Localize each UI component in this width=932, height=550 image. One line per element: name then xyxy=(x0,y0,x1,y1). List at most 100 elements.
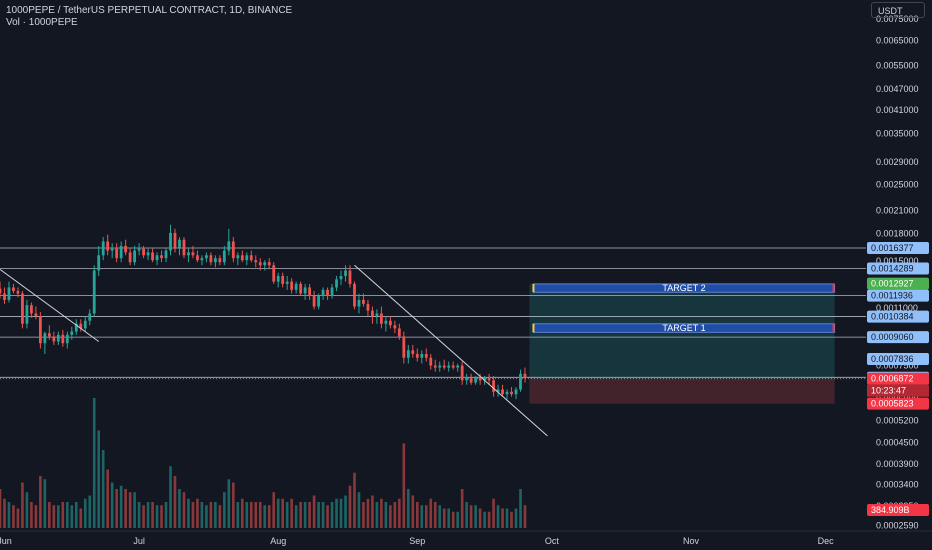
volume-bar xyxy=(169,466,172,528)
candle-body xyxy=(335,279,338,288)
volume-bar xyxy=(330,502,334,528)
volume-indicator-label[interactable]: Vol · 1000PEPE xyxy=(6,17,78,28)
candle-body xyxy=(30,305,33,314)
price-tick-label: 0.0005200 xyxy=(876,416,919,426)
candle-body xyxy=(61,334,65,344)
candle-body xyxy=(25,305,29,324)
candle-body xyxy=(205,255,208,259)
candles xyxy=(0,224,527,400)
volume-bar xyxy=(465,502,468,528)
price-tag-label: 0.0016377 xyxy=(871,243,914,253)
volume-bar xyxy=(146,502,150,528)
candle-body xyxy=(294,283,298,290)
volume-bar xyxy=(39,476,42,528)
price-tick-label: 0.0015000 xyxy=(876,256,919,266)
candle-body xyxy=(245,255,249,261)
volume-bar xyxy=(492,498,495,528)
candle-body xyxy=(164,250,168,259)
candle-body xyxy=(285,281,289,284)
volume-bar xyxy=(48,502,51,528)
price-tick-label: 0.0021000 xyxy=(876,206,919,216)
volume-bar xyxy=(501,508,504,528)
volume-bar xyxy=(227,479,231,528)
candle-body xyxy=(299,283,303,294)
price-tick-label: 0.0003400 xyxy=(876,480,919,490)
candle-body xyxy=(110,248,114,251)
volume-bar xyxy=(142,505,145,528)
horizontal-lines xyxy=(0,247,866,380)
candle-body xyxy=(393,325,397,329)
price-tick-label: 0.0025000 xyxy=(876,179,919,189)
candle-body xyxy=(155,255,159,261)
volume-bar xyxy=(115,489,118,528)
volume-bar xyxy=(83,498,87,528)
volume-bar xyxy=(357,492,361,528)
candle-body xyxy=(384,320,388,324)
currency-button[interactable]: USDT xyxy=(871,2,925,18)
candle-body xyxy=(442,365,446,368)
volume-bar xyxy=(415,502,419,528)
volume-bar xyxy=(523,505,527,528)
volume-bar xyxy=(424,505,428,528)
candle-body xyxy=(213,258,217,263)
candle-body xyxy=(16,291,20,294)
volume-bar xyxy=(326,505,329,528)
candle-body xyxy=(388,320,392,326)
candle-body xyxy=(397,328,401,337)
price-tick-label: 0.0065000 xyxy=(876,35,919,45)
price-tag xyxy=(867,352,929,365)
target-box-handle xyxy=(832,323,835,333)
time-tick-label: Jun xyxy=(0,536,12,546)
candle-body xyxy=(465,378,469,381)
candle-body xyxy=(505,391,509,395)
time-tick-label: Jul xyxy=(133,536,145,546)
candle-body xyxy=(267,262,271,266)
price-tick-label: 0.0041000 xyxy=(876,105,919,115)
time-axis[interactable]: Jun Jul Aug Sep Oct Nov Dec xyxy=(0,530,932,546)
volume-bar xyxy=(447,508,451,528)
position-zones xyxy=(529,283,835,404)
candle-body xyxy=(353,283,356,307)
candle-body xyxy=(115,248,119,259)
candle-body xyxy=(402,336,406,358)
price-tick-label: 0.0003900 xyxy=(876,459,919,469)
candle-body xyxy=(487,378,491,381)
candle-body xyxy=(70,331,74,335)
volume-bar xyxy=(25,492,29,528)
volume-bar xyxy=(474,505,477,528)
price-tick-label: 0.0002590 xyxy=(876,521,919,531)
candle-body xyxy=(379,313,383,324)
candle-body xyxy=(469,378,473,383)
candle-body xyxy=(474,378,478,383)
volume-bar xyxy=(398,498,401,528)
volume-bar xyxy=(79,508,83,528)
volume-bar xyxy=(384,502,388,528)
candle-body xyxy=(456,365,460,368)
volume-bar xyxy=(321,502,325,528)
candle-body xyxy=(438,365,442,368)
price-tag-label: 0.0007836 xyxy=(871,354,914,364)
candle-body xyxy=(460,365,464,381)
volume-bar xyxy=(510,511,513,528)
volume-bar xyxy=(124,489,127,528)
price-tick-label: 0.0004500 xyxy=(876,437,919,447)
candle-body xyxy=(492,380,495,392)
candle-body xyxy=(38,316,42,344)
volume-bar xyxy=(97,430,101,528)
volume-bar xyxy=(442,508,446,528)
volume-bar xyxy=(88,495,92,528)
candle-body xyxy=(222,250,226,263)
volume-bar xyxy=(7,502,11,528)
candle-body xyxy=(47,333,51,337)
volume-bar xyxy=(241,498,244,528)
time-tick-label: Nov xyxy=(683,536,700,546)
volume-bar xyxy=(411,495,415,528)
volume-bar xyxy=(362,502,365,528)
volume-bar xyxy=(344,495,347,528)
candle-body xyxy=(483,378,487,381)
candle-body xyxy=(187,252,190,256)
volume-bar xyxy=(173,476,177,528)
price-tag xyxy=(867,262,929,275)
volume-bar xyxy=(232,482,235,528)
